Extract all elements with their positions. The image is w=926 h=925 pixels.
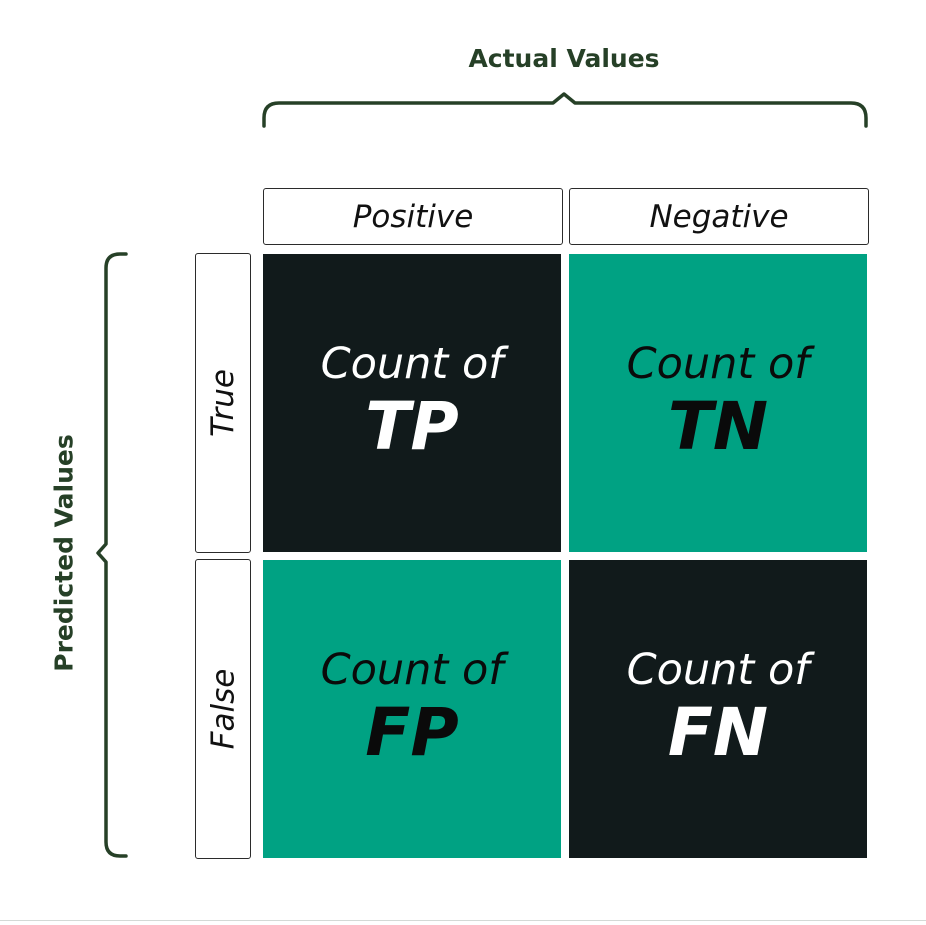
cell-caption: Count of (626, 645, 810, 696)
cell-caption: Count of (320, 645, 504, 696)
cell-code: FP (365, 693, 459, 771)
cell-code: TP (365, 387, 459, 465)
cell-code: TN (667, 387, 769, 465)
cell-false-positive: Count of FP (263, 560, 561, 858)
column-header-positive: Positive (263, 188, 563, 245)
row-header-true: True (195, 253, 251, 553)
cell-caption: Count of (626, 339, 810, 390)
actual-values-brace (262, 92, 868, 128)
row-header-label: False (205, 668, 242, 750)
column-header-negative: Negative (569, 188, 869, 245)
predicted-values-brace (96, 252, 128, 858)
cell-code: FN (667, 693, 769, 771)
row-header-label: True (205, 369, 241, 437)
cell-caption: Count of (320, 339, 504, 390)
bottom-divider (0, 920, 926, 921)
cell-true-negative: Count of TN (569, 254, 867, 552)
cell-true-positive: Count of TP (263, 254, 561, 552)
column-header-label: Positive (352, 198, 474, 235)
column-header-label: Negative (649, 198, 789, 235)
actual-values-title: Actual Values (468, 44, 660, 73)
cell-false-negative: Count of FN (569, 560, 867, 858)
row-header-false: False (195, 559, 251, 859)
